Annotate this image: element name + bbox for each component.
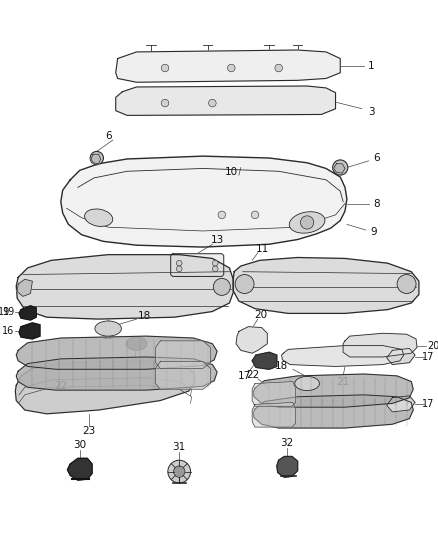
Polygon shape (343, 333, 417, 357)
Polygon shape (16, 255, 233, 319)
Text: 3: 3 (368, 107, 375, 117)
Circle shape (212, 260, 218, 266)
Ellipse shape (126, 337, 147, 350)
Text: 23: 23 (83, 426, 96, 436)
Text: 16: 16 (2, 326, 14, 336)
Circle shape (235, 274, 254, 294)
Polygon shape (233, 257, 419, 313)
Polygon shape (277, 456, 298, 477)
Text: 11: 11 (256, 244, 269, 254)
Text: 10: 10 (225, 167, 238, 177)
Polygon shape (155, 341, 211, 368)
Polygon shape (253, 374, 413, 407)
Polygon shape (334, 164, 345, 173)
Polygon shape (253, 395, 413, 428)
Text: 6: 6 (105, 131, 112, 141)
Text: 30: 30 (73, 440, 86, 450)
Text: 22: 22 (54, 381, 67, 391)
Ellipse shape (95, 321, 121, 336)
Circle shape (177, 266, 182, 272)
Circle shape (227, 64, 235, 72)
Circle shape (333, 160, 348, 175)
Text: 8: 8 (373, 198, 380, 208)
Text: 1: 1 (368, 61, 375, 71)
Text: 13: 13 (211, 236, 224, 246)
Circle shape (300, 216, 314, 229)
Text: 9: 9 (370, 227, 377, 237)
Text: 32: 32 (281, 438, 294, 448)
Circle shape (275, 64, 283, 72)
Text: 12: 12 (102, 331, 115, 341)
Circle shape (168, 460, 191, 483)
Polygon shape (16, 357, 217, 390)
Polygon shape (19, 306, 36, 320)
Text: 19: 19 (3, 308, 15, 318)
Circle shape (161, 64, 169, 72)
Polygon shape (61, 156, 347, 247)
Polygon shape (16, 336, 217, 369)
Text: 20: 20 (427, 341, 438, 351)
Text: 6: 6 (373, 153, 380, 163)
Text: 19: 19 (0, 308, 10, 318)
Polygon shape (116, 86, 336, 116)
Polygon shape (116, 50, 340, 82)
Circle shape (90, 151, 103, 165)
Circle shape (218, 211, 226, 219)
Circle shape (213, 278, 230, 295)
Polygon shape (387, 396, 415, 412)
Polygon shape (236, 327, 267, 353)
Circle shape (251, 211, 259, 219)
Ellipse shape (85, 209, 113, 227)
Text: 18: 18 (138, 311, 151, 321)
Circle shape (212, 266, 218, 272)
Circle shape (177, 260, 182, 266)
Polygon shape (155, 362, 211, 389)
Text: 17: 17 (422, 352, 434, 362)
Text: 21: 21 (336, 377, 350, 386)
Text: 15: 15 (128, 357, 141, 367)
Text: 18: 18 (275, 361, 288, 372)
Polygon shape (15, 361, 195, 414)
Text: 17: 17 (422, 399, 434, 409)
Text: 20: 20 (254, 310, 267, 320)
Text: 22: 22 (247, 370, 260, 380)
Polygon shape (252, 352, 277, 369)
Circle shape (173, 466, 185, 477)
Polygon shape (252, 382, 296, 406)
Polygon shape (282, 345, 404, 367)
Text: 31: 31 (173, 442, 186, 452)
Polygon shape (91, 154, 101, 164)
Text: 17: 17 (238, 371, 251, 381)
Polygon shape (252, 402, 296, 427)
Polygon shape (19, 323, 40, 339)
Ellipse shape (295, 376, 319, 391)
Polygon shape (67, 458, 92, 480)
Ellipse shape (289, 212, 325, 233)
Polygon shape (387, 349, 415, 365)
Polygon shape (171, 254, 224, 277)
Polygon shape (17, 279, 32, 296)
Circle shape (397, 274, 416, 294)
Circle shape (208, 99, 216, 107)
Circle shape (161, 99, 169, 107)
